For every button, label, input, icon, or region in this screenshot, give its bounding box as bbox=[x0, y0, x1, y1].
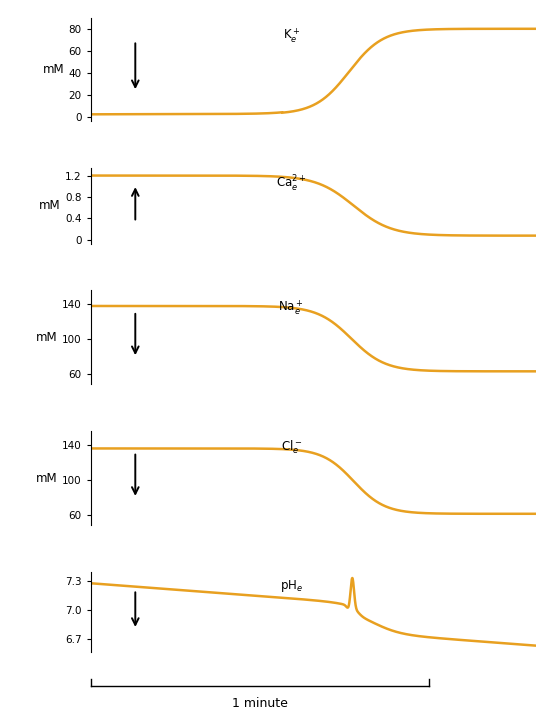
Text: 1 minute: 1 minute bbox=[232, 697, 288, 709]
Y-axis label: mM: mM bbox=[36, 331, 58, 344]
Text: Cl$_e^-$: Cl$_e^-$ bbox=[280, 438, 302, 456]
Y-axis label: mM: mM bbox=[39, 199, 61, 212]
Text: K$_e^+$: K$_e^+$ bbox=[283, 26, 300, 45]
Text: Ca$_e^{2+}$: Ca$_e^{2+}$ bbox=[276, 173, 306, 194]
Text: Na$_e^+$: Na$_e^+$ bbox=[278, 298, 304, 317]
Text: pH$_e$: pH$_e$ bbox=[279, 578, 303, 594]
Y-axis label: mM: mM bbox=[36, 471, 58, 485]
Y-axis label: mM: mM bbox=[43, 63, 64, 76]
